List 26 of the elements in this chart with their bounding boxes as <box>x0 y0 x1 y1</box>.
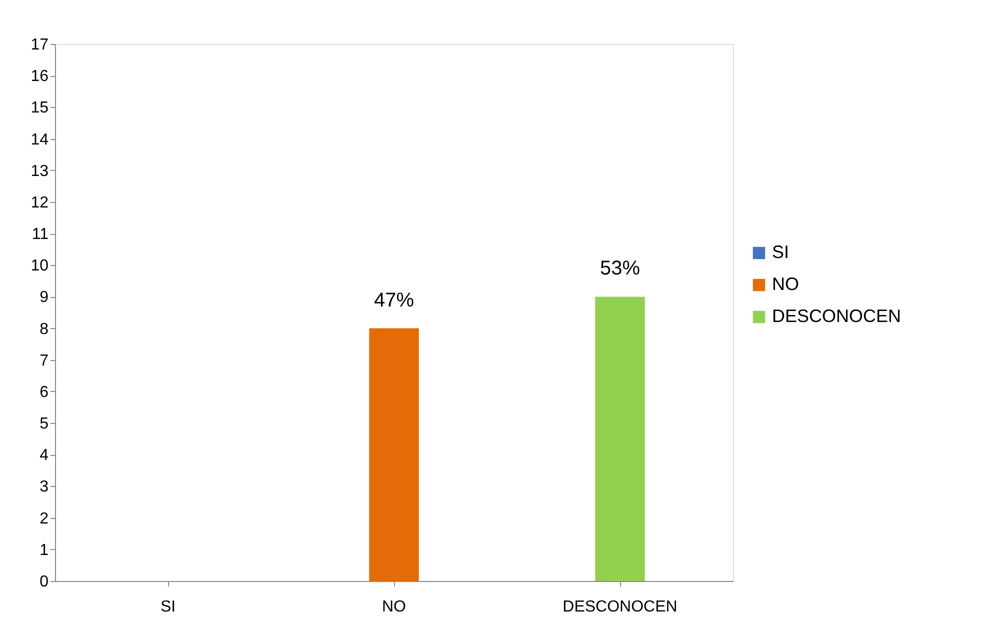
legend-label: DESCONOCEN <box>772 306 902 326</box>
y-tick-label: 2 <box>40 510 49 528</box>
y-tick-label: 10 <box>30 258 49 275</box>
y-tick-label: 8 <box>40 320 49 338</box>
y-tick-label: 9 <box>40 289 49 306</box>
y-tick-label: 14 <box>30 131 49 148</box>
legend-label: NO <box>772 274 799 294</box>
y-tick-label: 15 <box>30 100 49 117</box>
y-tick-label: 6 <box>40 384 49 401</box>
annotation: 53% <box>600 258 640 280</box>
y-tick-label: 3 <box>40 478 49 496</box>
y-tick-label: 7 <box>40 352 49 370</box>
legend-label: SI <box>772 242 790 262</box>
y-tick-label: 11 <box>32 226 49 244</box>
y-tick-label: 13 <box>30 162 49 180</box>
x-tick-label: SI <box>160 598 176 616</box>
annotation: 47% <box>374 289 414 312</box>
y-tick-label: 16 <box>30 68 49 86</box>
y-tick-label: 12 <box>30 194 49 212</box>
x-tick-label: DESCONOCEN <box>562 598 678 616</box>
y-tick-label: 17 <box>30 36 49 54</box>
y-tick-label: 5 <box>40 416 49 433</box>
x-tick-label: NO <box>382 598 406 616</box>
y-tick-label: 4 <box>40 447 49 464</box>
y-tick-label: 1 <box>40 542 49 559</box>
y-tick-label: 0 <box>40 574 49 590</box>
